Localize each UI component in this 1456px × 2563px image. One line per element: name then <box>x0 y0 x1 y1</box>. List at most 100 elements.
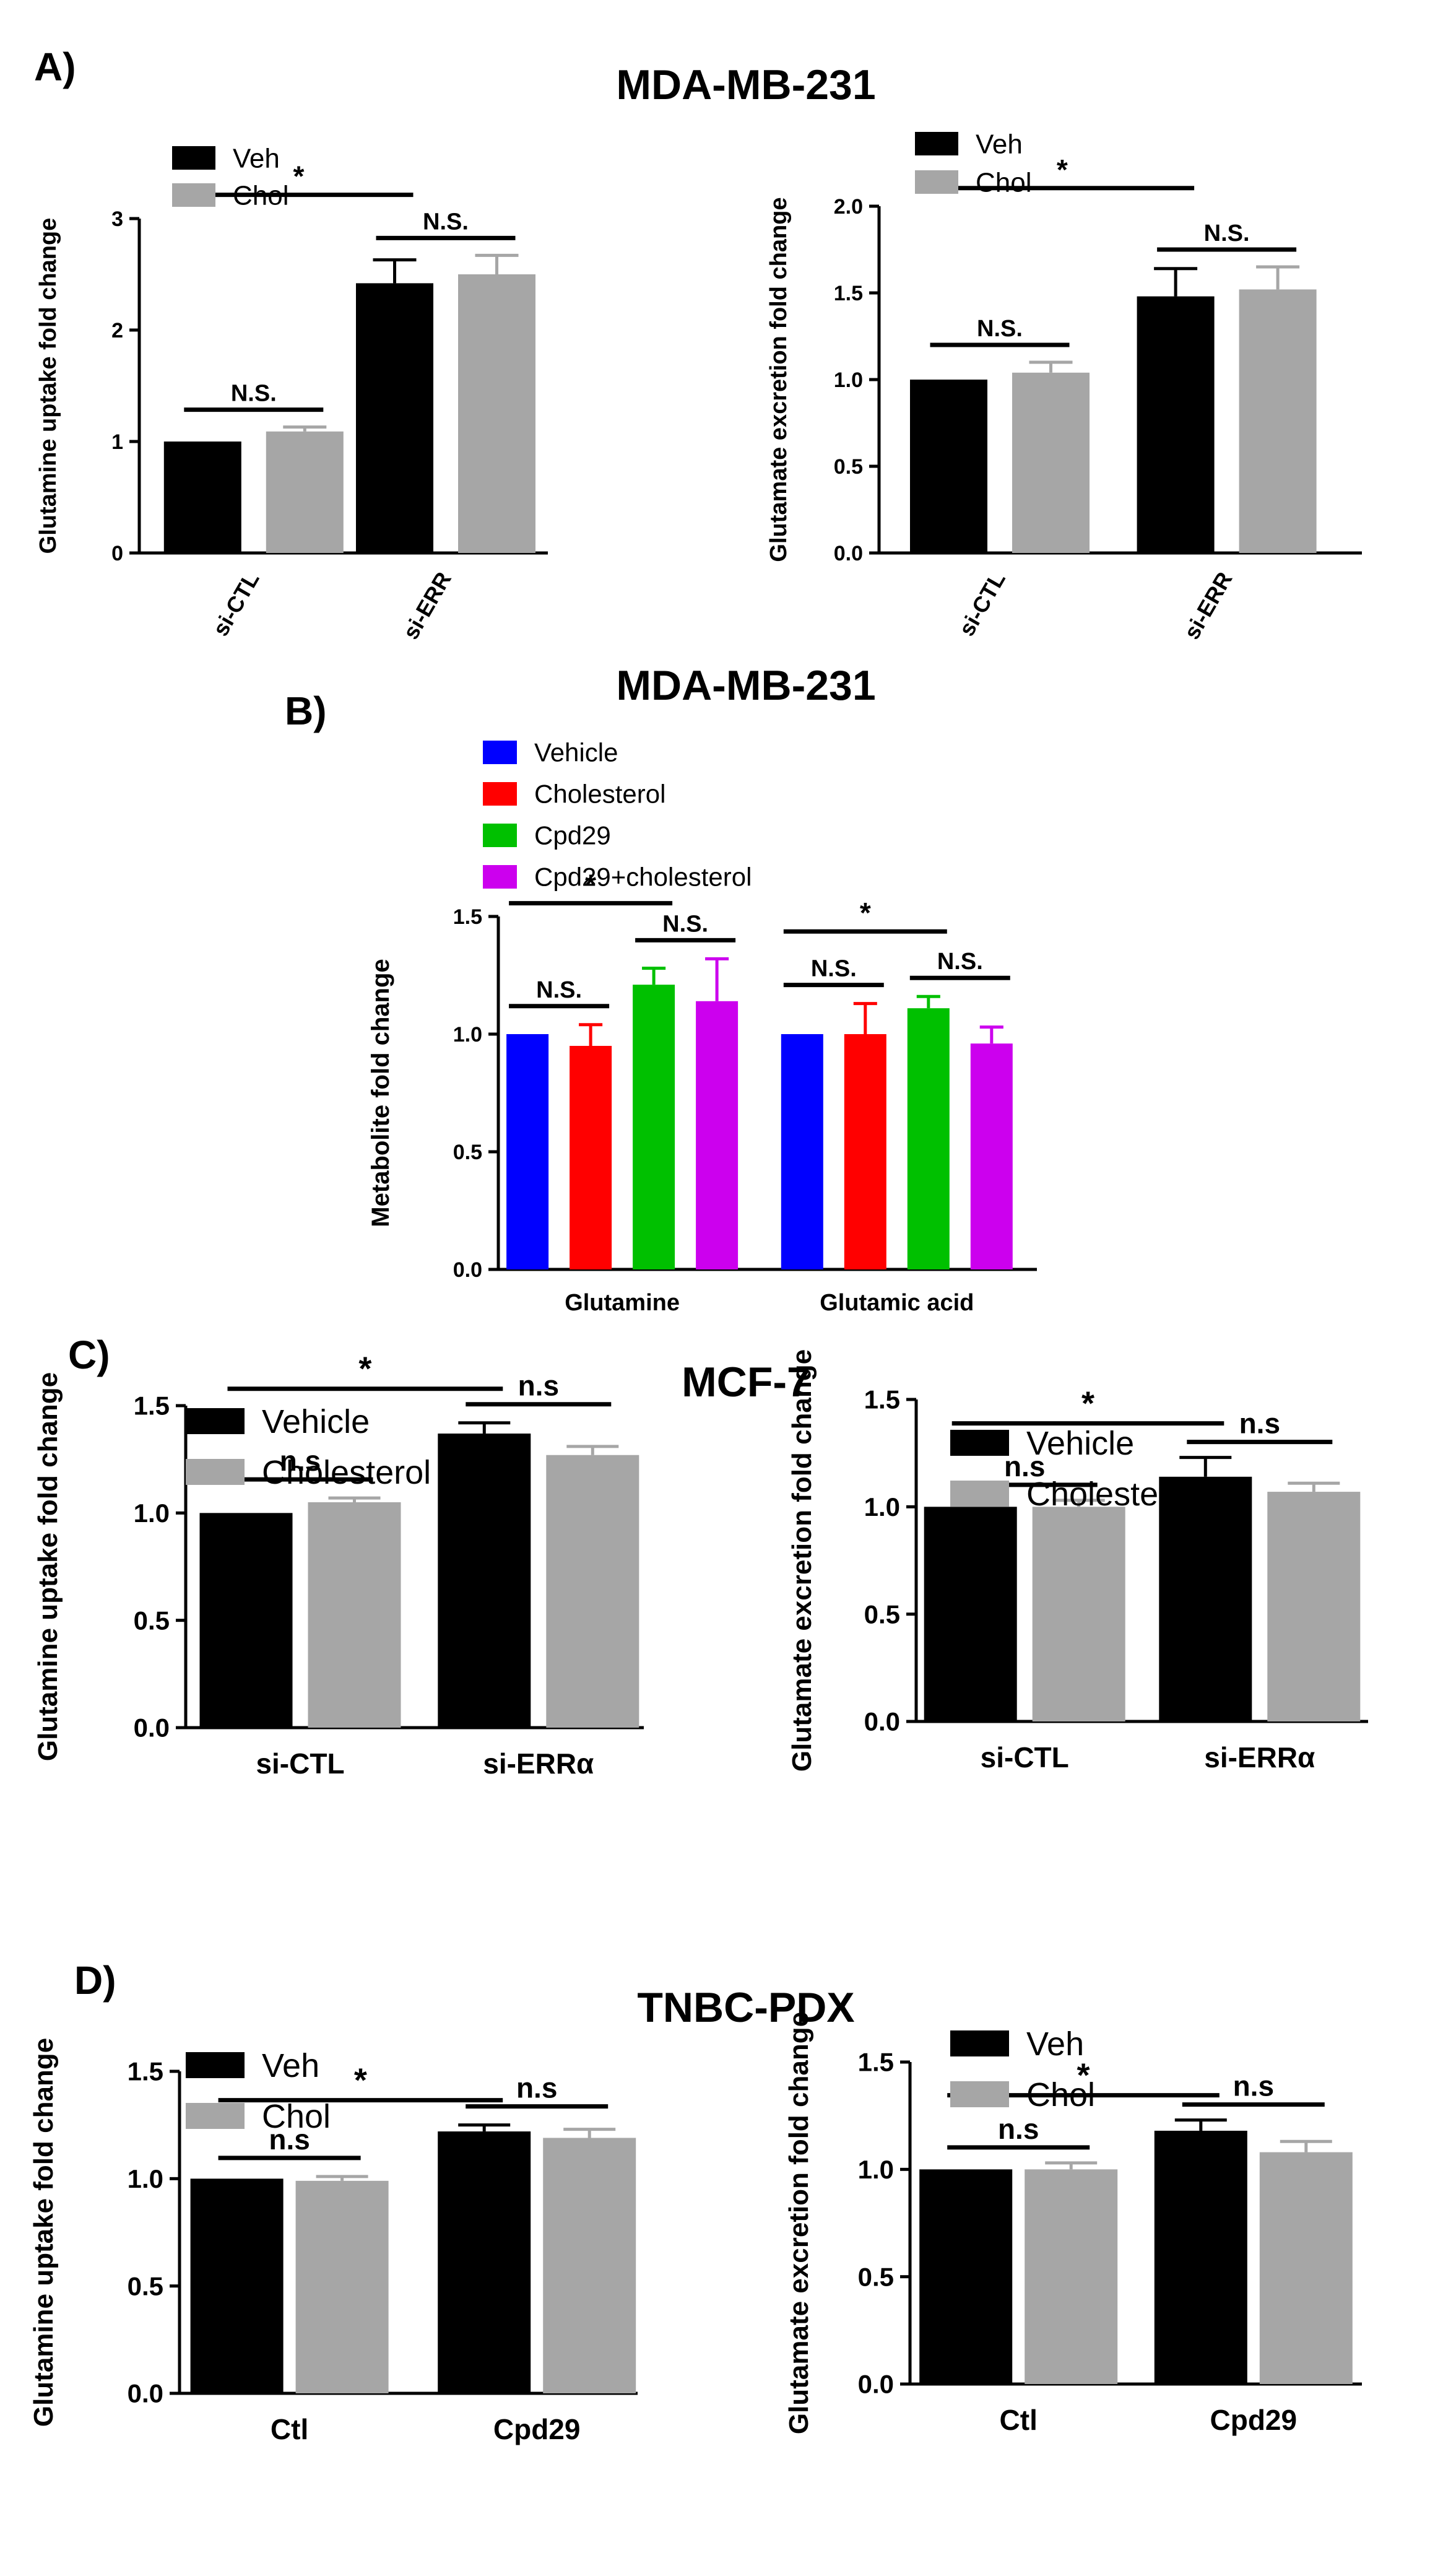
legend-swatch <box>172 183 215 207</box>
legend-label: Vehicle <box>262 1403 370 1440</box>
legend: Vehicle Cholesterol <box>186 1403 431 1491</box>
legend-swatch <box>186 2052 245 2078</box>
bar-cholesterol <box>308 1502 401 1728</box>
legend: Vehicle Cholesterol <box>950 1425 1195 1513</box>
significance-label: N.S. <box>977 316 1023 342</box>
bar-vehicle <box>199 1513 293 1728</box>
y-tick-label: 0 <box>111 542 123 565</box>
legend-swatch <box>950 1481 1009 1507</box>
x-category-label: si-ERRα <box>1204 1741 1315 1773</box>
panel-label: A) <box>34 45 76 89</box>
legend-swatch <box>186 2103 245 2129</box>
legend-label: Vehicle <box>534 738 618 767</box>
bar-chol <box>1012 372 1090 553</box>
x-category-label: si-CTL <box>981 1741 1069 1773</box>
y-tick-label: 0.0 <box>134 1713 170 1743</box>
y-tick-label: 1.0 <box>128 2164 163 2193</box>
y-tick-label: 0.5 <box>858 2262 894 2291</box>
significance-label: N.S. <box>1204 220 1250 246</box>
y-axis-label: Glutamine uptake fold change <box>33 1372 63 1761</box>
section-title: TNBC-PDX <box>637 1984 854 2031</box>
bar-cpd29 <box>633 985 675 1269</box>
y-axis-label: Glutamate excretion fold change <box>787 1349 817 1772</box>
legend-swatch <box>950 2081 1009 2107</box>
legend-label: Chol <box>976 167 1032 198</box>
x-category-label: Cpd29 <box>493 2413 581 2445</box>
x-category-label: Ctl <box>1000 2404 1038 2436</box>
y-tick-label: 1.0 <box>864 1492 900 1521</box>
legend-label: Vehicle <box>1026 1425 1134 1462</box>
significance-label: N.S. <box>423 209 469 235</box>
y-tick-label: 0.5 <box>134 1606 170 1635</box>
bar-chol <box>458 274 535 553</box>
significance-label: N.S. <box>811 956 857 982</box>
panel-label: D) <box>74 1958 116 2003</box>
panel-label: B) <box>285 689 327 733</box>
bar-veh <box>919 2169 1013 2384</box>
section-title: MCF-7 <box>682 1359 810 1406</box>
legend-label: Cholesterol <box>1026 1476 1195 1513</box>
y-tick-label: 2.0 <box>834 195 863 219</box>
y-tick-label: 0.5 <box>128 2271 163 2300</box>
significance-label: * <box>354 2062 367 2099</box>
bar-cholesterol <box>1267 1492 1361 1721</box>
significance-label: n.s <box>516 2072 557 2104</box>
significance-label: n.s <box>269 2123 310 2156</box>
bar-veh <box>356 283 433 553</box>
legend-label: Cholesterol <box>534 780 665 809</box>
bar-veh <box>163 442 241 553</box>
chart-c2: 0.0 0.5 1.0 1.5 Glutamate excretion fold cha… <box>787 1349 1368 1773</box>
chart-d1: 0.0 0.5 1.0 1.5 Glutamine uptake fold change… <box>28 2038 638 2445</box>
significance-label: N.S. <box>937 949 983 975</box>
legend: Veh Chol <box>186 2047 331 2135</box>
bar-vehicle <box>506 1034 549 1269</box>
bar-veh <box>1154 2130 1247 2384</box>
legend-label: Cpd29+cholesterol <box>534 863 752 892</box>
legend-label: Cholesterol <box>262 1454 431 1491</box>
x-category-label: si-ERRα <box>483 1747 594 1780</box>
bar-cholesterol <box>570 1046 612 1269</box>
y-axis-label: Glutamine uptake fold change <box>35 218 61 554</box>
bar-vehicle <box>781 1034 823 1269</box>
significance-label: n.s <box>998 2113 1039 2145</box>
y-tick-label: 0.0 <box>128 2379 163 2408</box>
bar-vehicle <box>438 1434 531 1728</box>
legend-label: Chol <box>1026 2076 1095 2113</box>
bar-cholesterol <box>1032 1507 1125 1721</box>
legend-label: Cpd29 <box>534 821 611 850</box>
significance-label: * <box>1057 154 1068 186</box>
y-tick-label: 0.5 <box>453 1141 482 1164</box>
significance-label: * <box>585 869 596 901</box>
bar-vehicle <box>924 1507 1017 1721</box>
bar-chol <box>1025 2169 1118 2384</box>
significance-label: n.s <box>1233 2070 1274 2102</box>
significance-label: * <box>358 1351 371 1388</box>
bar-cpd29-cholesterol <box>696 1001 739 1269</box>
bar-vehicle <box>1159 1476 1252 1721</box>
bar-chol <box>543 2138 636 2393</box>
significance-label: n.s <box>1004 1450 1045 1482</box>
legend-label: Chol <box>262 2098 331 2135</box>
y-tick-label: 1.0 <box>453 1023 482 1047</box>
chart-d2: 0.0 0.5 1.0 1.5 Glutamate excretion fold cha… <box>784 2012 1362 2436</box>
panel-label: C) <box>68 1333 110 1377</box>
bar-chol <box>1259 2152 1353 2384</box>
y-axis-label: Glutamate excretion fold change <box>784 2012 814 2434</box>
bar-cpd29-cholesterol <box>970 1043 1013 1269</box>
legend: Veh Chol <box>172 143 289 211</box>
legend-label: Veh <box>1026 2026 1084 2063</box>
legend-label: Veh <box>262 2047 319 2084</box>
bar-cpd29 <box>907 1008 950 1269</box>
significance-label: n.s <box>280 1445 321 1477</box>
significance-label: N.S. <box>662 911 708 937</box>
legend-swatch <box>915 132 958 155</box>
y-tick-label: 0.5 <box>864 1599 900 1629</box>
y-tick-label: 1.5 <box>134 1391 170 1421</box>
x-category-label: Glutamine <box>565 1290 680 1316</box>
y-tick-label: 1.0 <box>134 1499 170 1528</box>
y-tick-label: 0.5 <box>834 455 863 479</box>
y-axis-label: Metabolite fold change <box>367 959 394 1227</box>
legend-swatch <box>483 741 517 764</box>
